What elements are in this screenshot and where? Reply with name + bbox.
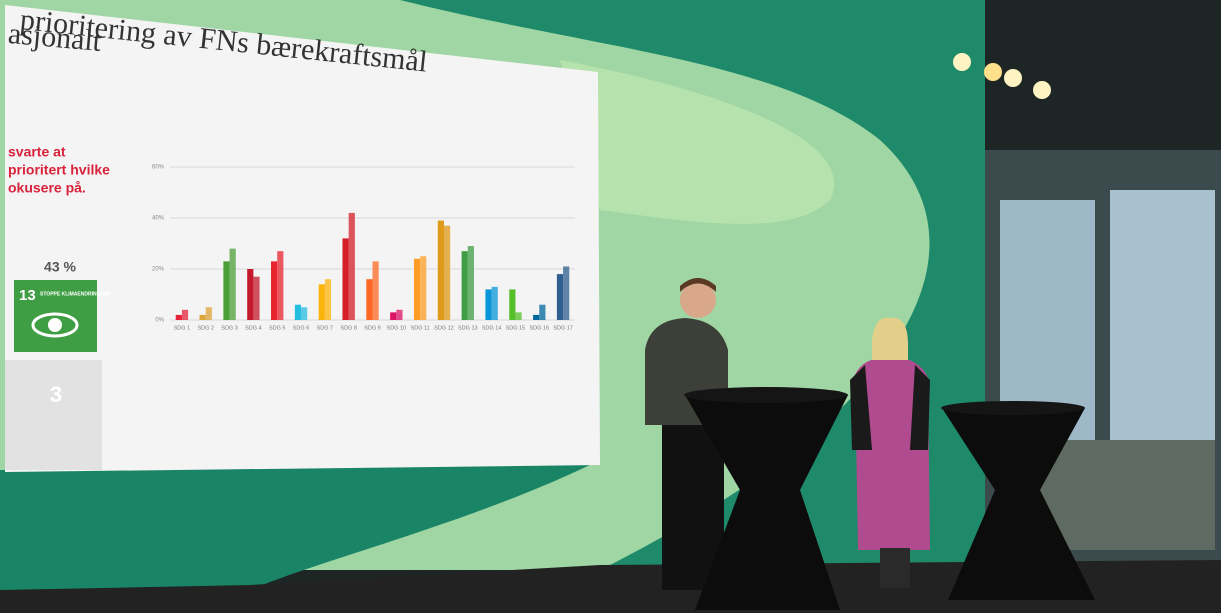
y-tick-label: 20% <box>152 267 165 273</box>
x-tick-label: SDG 1 <box>174 325 191 331</box>
bar <box>437 220 444 320</box>
slide-chart: 0% 20% 40% 60% SDG 1 SDG 2 SDG 3 SDG 4 SDG 5 SDG … <box>152 165 575 331</box>
projected-slide <box>5 5 600 472</box>
bar <box>247 269 254 320</box>
person-jacket <box>910 365 930 450</box>
bar <box>205 307 212 320</box>
goal-number: 13 <box>19 287 36 304</box>
person-dress <box>855 356 930 550</box>
person-hair <box>872 317 908 360</box>
backdrop-lower <box>0 460 600 590</box>
bar <box>271 261 278 320</box>
slide-lead: prioritert hvilke <box>8 162 110 178</box>
bar <box>229 248 236 320</box>
bar <box>420 256 427 320</box>
person-legs <box>880 548 910 588</box>
bar <box>461 251 468 320</box>
spotlight <box>1033 81 1051 99</box>
bar <box>318 284 325 320</box>
goal-eye <box>31 312 79 338</box>
x-tick-label: SDG 10 <box>387 325 407 331</box>
x-tick-label: SDG 4 <box>245 325 262 331</box>
slide-title: asjonalt <box>7 17 103 58</box>
x-tick-label: SDG 16 <box>529 325 549 331</box>
x-tick-label: SDG 17 <box>553 325 573 331</box>
goal-eye <box>48 318 62 332</box>
person-hair <box>680 278 716 292</box>
bar <box>301 307 308 320</box>
bar <box>324 279 332 320</box>
slide-percent: 43 % <box>44 259 76 275</box>
y-tick-label: 40% <box>152 216 165 222</box>
slide-lead: okusere på. <box>8 180 86 196</box>
backdrop-curve <box>400 0 985 570</box>
stage-floor <box>0 560 1221 613</box>
bar <box>253 276 260 320</box>
bar <box>372 261 379 320</box>
bar <box>199 314 206 320</box>
backdrop-curve-light <box>560 60 835 224</box>
spotlight <box>984 63 1002 81</box>
bar <box>277 251 284 320</box>
x-tick-label: SDG 13 <box>458 325 478 331</box>
bar <box>515 312 522 320</box>
person-jacket <box>850 365 872 450</box>
bar <box>563 266 570 320</box>
goal-icon <box>14 280 97 352</box>
bar <box>175 314 182 320</box>
y-tick-label: 0% <box>155 318 164 324</box>
table <box>942 408 1095 600</box>
bar <box>366 279 373 320</box>
x-tick-label: SDG 11 <box>411 325 430 331</box>
bar <box>533 314 540 320</box>
slide-lead: svarte at <box>8 144 66 160</box>
bar <box>348 212 355 320</box>
x-tick-label: SDG 14 <box>482 325 502 331</box>
bar <box>223 261 230 320</box>
bar <box>413 258 421 320</box>
person-head <box>680 282 716 318</box>
x-tick-label: SDG 3 <box>221 325 238 331</box>
bar <box>294 304 302 320</box>
goal-name: STOPPE KLIMAENDRINGENE <box>40 291 111 297</box>
table-top <box>941 401 1085 415</box>
table <box>685 395 848 610</box>
spotlight <box>1004 69 1022 87</box>
bar <box>467 246 474 320</box>
y-tick-label: 60% <box>152 165 165 171</box>
bar <box>556 274 564 320</box>
x-tick-label: SDG 9 <box>364 325 381 331</box>
x-tick-label: SDG 8 <box>340 325 357 331</box>
x-tick-label: SDG 12 <box>434 325 454 331</box>
x-tick-label: SDG 5 <box>269 325 286 331</box>
bar <box>509 289 516 320</box>
next-number: 3 <box>50 382 62 407</box>
spotlight <box>953 53 971 71</box>
x-tick-label: SDG 15 <box>506 325 526 331</box>
bar <box>396 309 403 320</box>
bar <box>342 238 349 320</box>
bar <box>539 304 546 320</box>
table-top <box>684 387 848 403</box>
x-tick-label: SDG 6 <box>293 325 310 331</box>
x-tick-label: SDG 7 <box>317 325 334 331</box>
bar <box>181 309 189 320</box>
x-tick-label: SDG 2 <box>197 325 214 331</box>
next-box <box>5 360 102 470</box>
bar <box>485 289 492 320</box>
bar <box>443 225 451 320</box>
bar <box>390 312 397 320</box>
bar <box>491 286 498 320</box>
